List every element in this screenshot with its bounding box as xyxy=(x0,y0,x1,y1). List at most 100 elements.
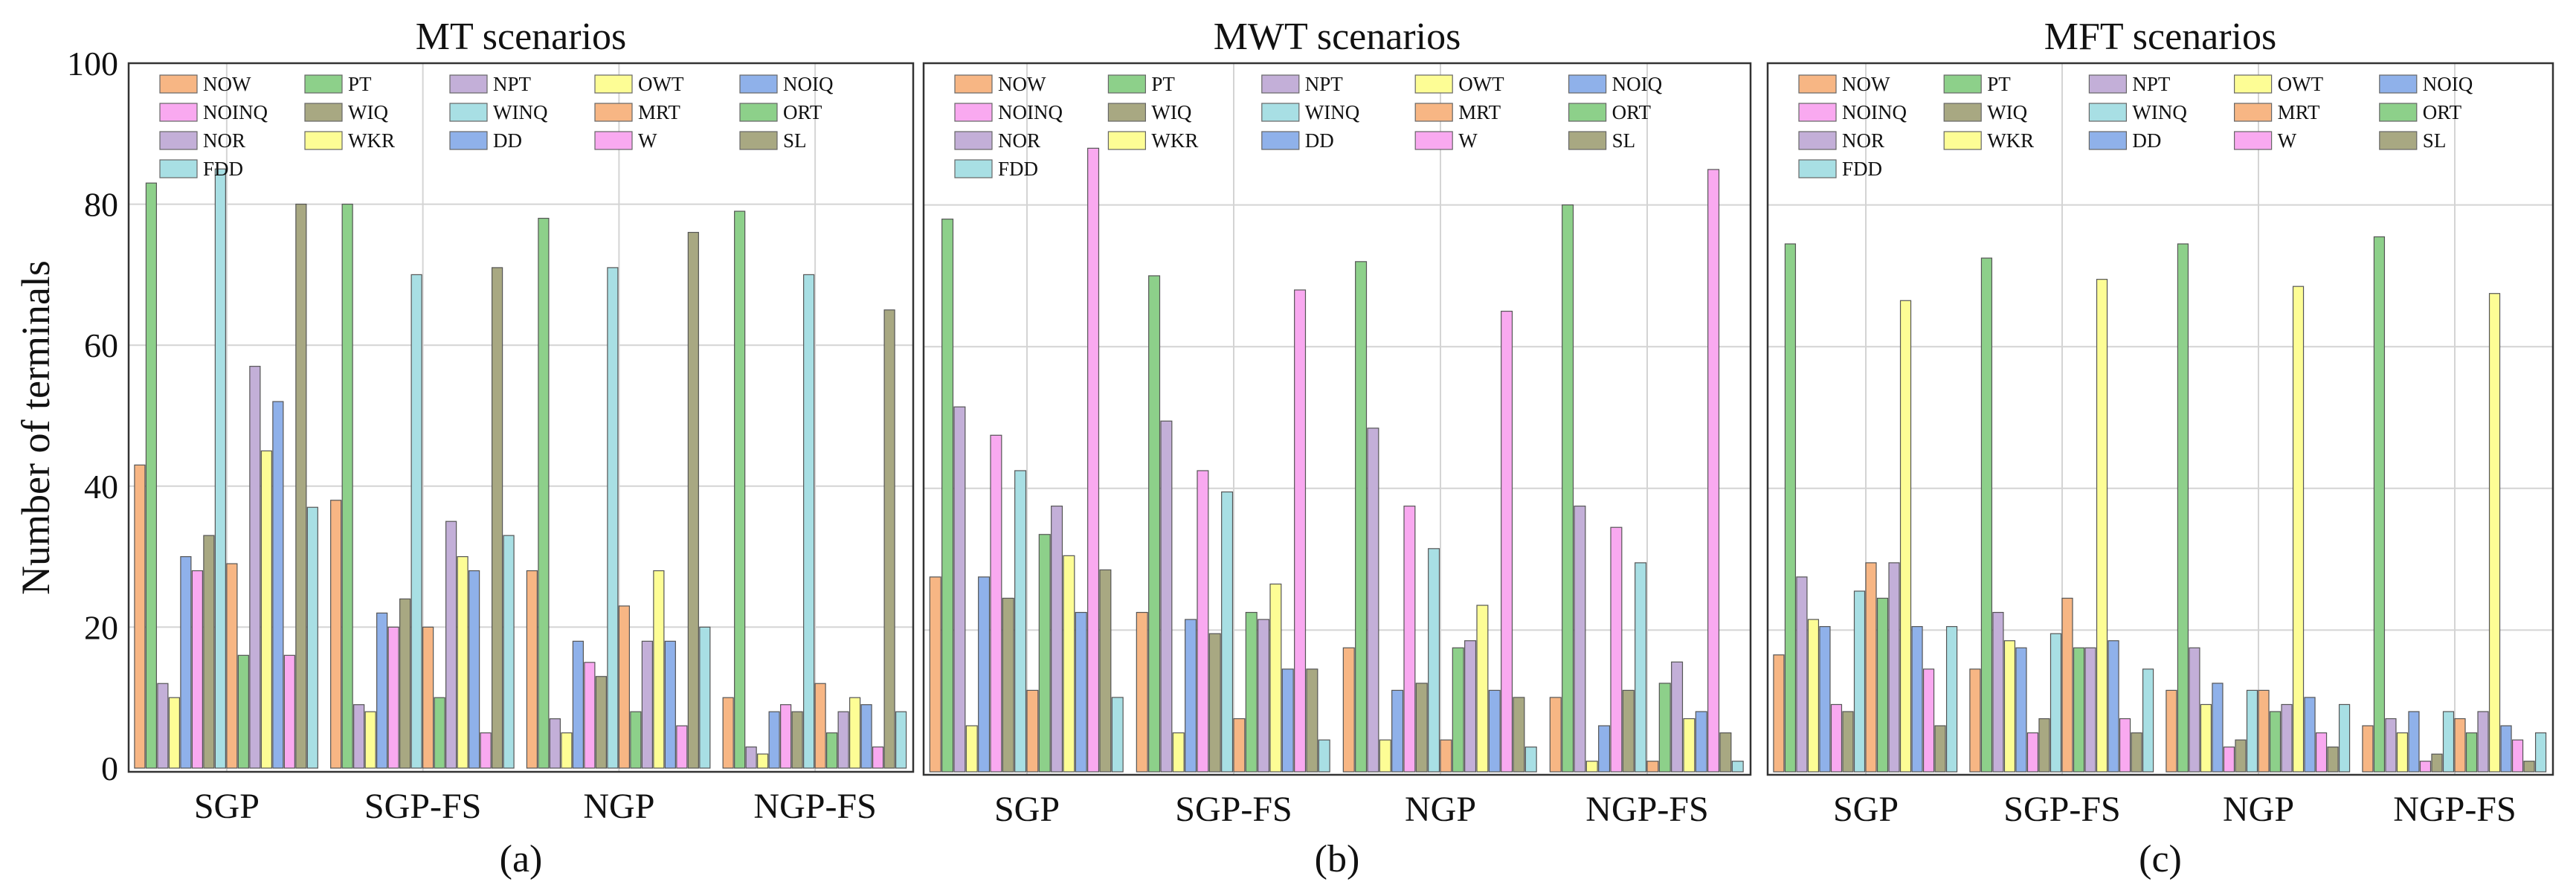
legend-swatch xyxy=(449,74,488,94)
bar-ort-ngp xyxy=(1452,647,1464,773)
bar-noinq-ngp-fs xyxy=(1610,526,1623,773)
bar-w-ngp xyxy=(1501,310,1513,773)
legend-entry: NOW xyxy=(203,73,251,95)
bar-mrt-sgp xyxy=(1026,689,1039,773)
legend-entry: PT xyxy=(1151,73,1175,95)
x-tick-label: SGP-FS xyxy=(2003,790,2120,829)
legend-entry: DD xyxy=(2132,129,2161,152)
bar-npt-ngp-fs xyxy=(745,746,757,769)
legend-swatch xyxy=(1798,159,1837,178)
bar-dd-ngp-fs xyxy=(2500,725,2512,773)
legend-swatch xyxy=(1261,74,1300,94)
legend-swatch xyxy=(2379,74,2418,94)
bar-now-sgp xyxy=(1773,654,1785,773)
legend-entry: NOW xyxy=(998,73,1046,95)
x-tick-label: SGP-FS xyxy=(1175,790,1292,829)
legend-entry: NOIQ xyxy=(2423,73,2473,95)
legend-entry: NOW xyxy=(1842,73,1890,95)
legend-entry: MRT xyxy=(638,101,680,123)
bar-wkr-sgp xyxy=(260,450,272,769)
legend-swatch xyxy=(304,74,343,94)
bar-now-sgp-fs xyxy=(1136,611,1148,773)
bar-now-ngp-fs xyxy=(722,697,734,769)
legend-entry: NOINQ xyxy=(1842,101,1907,123)
bar-sl-sgp-fs xyxy=(1306,668,1318,773)
bar-now-sgp-fs xyxy=(330,500,342,769)
bar-nor-sgp-fs xyxy=(2084,647,2096,773)
bar-ort-sgp xyxy=(1038,534,1051,773)
bar-w-ngp xyxy=(2315,732,2328,773)
bar-pt-ngp-fs xyxy=(1562,204,1574,773)
bar-pt-ngp xyxy=(538,217,550,769)
bar-npt-sgp-fs xyxy=(1992,611,2004,773)
bar-nor-ngp-fs xyxy=(1671,661,1684,773)
bar-fdd-ngp-fs xyxy=(1731,761,1744,773)
legend-entry: SL xyxy=(2423,129,2447,152)
legend-swatch xyxy=(954,103,993,122)
legend-swatch xyxy=(449,131,488,150)
bar-fdd-ngp-fs xyxy=(2534,732,2547,773)
bar-wiq-ngp-fs xyxy=(791,711,803,769)
bar-w-ngp-fs xyxy=(1707,169,1720,773)
bar-wkr-ngp-fs xyxy=(1683,718,1696,773)
bar-winq-sgp-fs xyxy=(410,274,422,769)
bar-owt-ngp-fs xyxy=(2396,732,2409,773)
y-tick-label: 40 xyxy=(84,468,118,506)
bar-wiq-ngp-fs xyxy=(2431,753,2443,773)
bar-sl-sgp-fs xyxy=(491,267,503,769)
bar-noiq-sgp xyxy=(978,576,991,773)
legend-entry: W xyxy=(2278,129,2297,152)
bar-winq-ngp xyxy=(1428,548,1440,773)
legend-swatch xyxy=(954,131,993,150)
legend-swatch xyxy=(159,103,198,122)
bar-nor-ngp xyxy=(2281,703,2293,773)
y-tick-label: 60 xyxy=(84,326,118,364)
bar-mrt-ngp-fs xyxy=(2454,718,2466,773)
bar-pt-ngp-fs xyxy=(734,210,746,769)
bar-wkr-sgp-fs xyxy=(1269,583,1282,773)
bar-noiq-ngp-fs xyxy=(1598,725,1611,773)
legend-entry: OWT xyxy=(638,73,684,95)
legend-entry: WINQ xyxy=(2132,101,2187,123)
legend-entry: WKR xyxy=(348,129,395,152)
bar-wkr-sgp-fs xyxy=(2096,279,2108,773)
bar-npt-sgp-fs xyxy=(353,704,365,769)
legend-entry: NPT xyxy=(1305,73,1344,95)
bar-mrt-sgp-fs xyxy=(2061,597,2073,773)
legend-entry: WKR xyxy=(1987,129,2034,152)
bar-sl-ngp xyxy=(687,231,699,769)
legend-entry: NOINQ xyxy=(998,101,1063,123)
legend-swatch xyxy=(2234,131,2273,150)
bar-pt-sgp xyxy=(145,182,158,769)
bar-noiq-ngp xyxy=(572,640,584,769)
bar-dd-ngp-fs xyxy=(1695,711,1707,773)
bar-npt-ngp xyxy=(2189,647,2200,773)
legend-swatch xyxy=(739,131,778,150)
bar-dd-ngp xyxy=(1488,689,1501,773)
bar-wkr-sgp xyxy=(1063,555,1075,773)
legend-swatch xyxy=(2088,74,2127,94)
bar-owt-ngp xyxy=(561,732,573,769)
legend-entry: PT xyxy=(1987,73,2011,95)
x-tick-label: SGP xyxy=(994,790,1060,829)
bar-winq-ngp-fs xyxy=(803,274,815,769)
bar-sl-sgp xyxy=(1934,725,1946,773)
legend-entry: PT xyxy=(348,73,372,95)
bar-npt-sgp xyxy=(953,406,966,773)
bar-noinq-sgp-fs xyxy=(387,626,399,769)
legend-swatch xyxy=(594,131,633,150)
bar-dd-sgp-fs xyxy=(2108,640,2119,773)
legend-entry: OWT xyxy=(1458,73,1504,95)
bar-ort-sgp xyxy=(237,654,249,769)
bar-owt-sgp xyxy=(965,725,978,773)
bar-wiq-ngp xyxy=(595,676,607,769)
bar-nor-sgp xyxy=(249,366,261,769)
legend-swatch xyxy=(1568,103,1607,122)
bar-wiq-sgp xyxy=(1842,711,1854,773)
bar-mrt-sgp xyxy=(1865,562,1877,773)
bar-sl-ngp xyxy=(1513,697,1525,773)
bar-w-ngp-fs xyxy=(2511,739,2524,773)
bar-now-ngp-fs xyxy=(1549,697,1562,773)
bar-npt-sgp xyxy=(1796,576,1808,773)
bar-now-sgp xyxy=(134,464,146,769)
